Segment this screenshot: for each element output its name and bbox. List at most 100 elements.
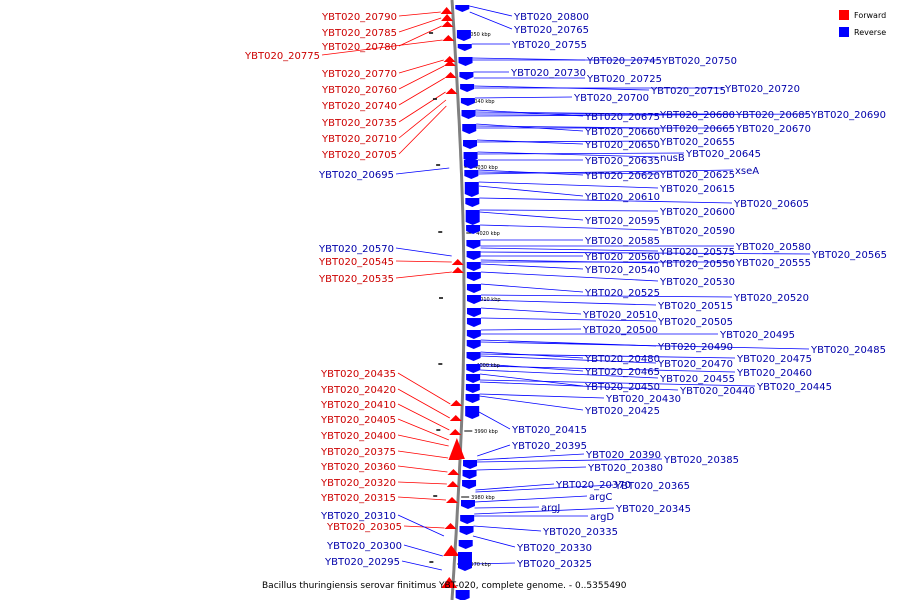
reverse-gene-label: YBT020_20555	[735, 258, 811, 269]
reverse-connector	[478, 185, 584, 197]
forward-gene-feature	[448, 454, 461, 460]
forward-gene-feature	[446, 497, 458, 503]
scale-tick-label: 4010 kbp	[477, 297, 501, 303]
reverse-gene-label: YBT020_20325	[516, 559, 592, 570]
reverse-connector	[480, 365, 736, 373]
reverse-connector	[474, 96, 573, 99]
reverse-gene-feature	[459, 526, 474, 535]
reverse-connector	[480, 224, 659, 231]
reverse-gene-label: argJ	[541, 503, 560, 514]
reverse-gene-label: YBT020_20580	[735, 242, 811, 253]
reverse-gene-label: YBT020_20445	[756, 382, 832, 393]
reverse-gene-label: argD	[590, 512, 614, 523]
reverse-gene-feature	[462, 124, 477, 134]
forward-gene-label: YBT020_20790	[321, 12, 397, 23]
reverse-connector	[476, 123, 584, 132]
reverse-connector	[473, 525, 542, 532]
forward-connector	[398, 91, 446, 123]
legend-forward-label: Forward	[854, 11, 886, 20]
reverse-gene-label: YBT020_20800	[513, 12, 589, 23]
reverse-gene-label: YBT020_20365	[614, 481, 690, 492]
reverse-gene-feature	[465, 384, 480, 393]
forward-gene-feature	[443, 60, 456, 66]
forward-connector	[397, 388, 450, 419]
forward-gene-feature	[451, 267, 464, 273]
forward-gene-label: YBT020_20785	[321, 28, 397, 39]
reverse-gene-label: YBT020_20520	[733, 293, 809, 304]
reverse-gene-label: YBT020_20595	[584, 216, 660, 227]
reverse-connector	[469, 5, 513, 17]
forward-gene-label: YBT020_20375	[320, 447, 396, 458]
forward-gene-label: YBT020_20420	[320, 385, 396, 396]
reverse-gene-label: xseA	[735, 166, 759, 177]
reverse-gene-feature	[462, 470, 477, 479]
reverse-connector	[401, 560, 442, 571]
reverse-gene-feature	[463, 140, 478, 149]
forward-connector	[397, 465, 448, 473]
reverse-connector	[478, 171, 659, 175]
scale-tick-label: 4020 kbp	[476, 231, 500, 237]
forward-gene-feature	[451, 259, 464, 265]
reverse-gene-label: YBT020_20765	[513, 25, 589, 36]
reverse-gene-feature	[466, 352, 481, 361]
gene-features	[440, 5, 481, 600]
forward-gene-label: YBT020_20535	[318, 274, 394, 285]
reverse-connector	[476, 458, 663, 463]
forward-gene-feature	[450, 400, 463, 406]
scale-tick-label: 3980 kbp	[471, 495, 495, 501]
reverse-gene-label: YBT020_20480	[584, 354, 660, 365]
legend: Forward Reverse	[839, 10, 886, 37]
reverse-gene-feature	[465, 406, 480, 419]
forward-gene-label: YBT020_20775	[244, 51, 320, 62]
reverse-gene-label: YBT020_20725	[586, 74, 662, 85]
reverse-gene-label: argC	[589, 492, 612, 503]
forward-connector	[398, 77, 445, 106]
forward-gene-label: YBT020_20400	[320, 431, 396, 442]
reverse-gene-label: YBT020_20570	[318, 244, 394, 255]
reverse-connector	[478, 411, 511, 430]
forward-gene-feature	[448, 438, 465, 459]
reverse-gene-label: YBT020_20500	[582, 325, 658, 336]
reverse-gene-feature	[458, 57, 473, 66]
reverse-gene-feature	[466, 318, 481, 327]
reverse-gene-label: YBT020_20415	[511, 425, 587, 436]
forward-gene-label: YBT020_20360	[320, 462, 396, 473]
reverse-gene-feature	[466, 330, 481, 339]
reverse-gene-label: YBT020_20475	[736, 354, 812, 365]
reverse-gene-label: YBT020_20425	[584, 406, 660, 417]
reverse-gene-label: YBT020_20745	[586, 56, 662, 67]
reverse-gene-feature	[460, 98, 475, 106]
reverse-gene-label: YBT020_20615	[659, 184, 735, 195]
forward-gene-feature	[441, 21, 454, 27]
reverse-connector	[479, 381, 679, 391]
forward-gene-feature	[445, 88, 458, 94]
reverse-gene-feature	[455, 590, 470, 600]
forward-gene-label: YBT020_20305	[326, 522, 402, 533]
forward-gene-feature	[440, 7, 453, 14]
forward-gene-label: YBT020_20770	[321, 69, 397, 80]
reverse-gene-label: YBT020_20380	[587, 463, 663, 474]
reverse-connector	[480, 373, 584, 387]
reverse-connector	[477, 151, 659, 158]
forward-connector	[398, 65, 445, 90]
reverse-connector	[480, 259, 659, 264]
forward-connector	[395, 271, 452, 279]
reverse-gene-feature	[466, 308, 481, 317]
reverse-gene-label: YBT020_20680	[659, 110, 735, 121]
reverse-gene-label: YBT020_20575	[659, 247, 735, 258]
reverse-connector	[395, 247, 452, 257]
scale-tick-label: 3970 kbp	[467, 562, 491, 568]
forward-connector	[397, 434, 449, 447]
legend-reverse-label: Reverse	[854, 28, 886, 37]
reverse-connector	[480, 283, 584, 293]
reverse-gene-feature	[466, 262, 481, 271]
reverse-connector	[478, 181, 659, 189]
label-connectors	[321, 5, 811, 571]
reverse-connector	[480, 317, 657, 322]
reverse-connector	[480, 353, 736, 359]
reverse-gene-label: YBT020_20730	[510, 68, 586, 79]
legend-reverse-swatch	[839, 27, 849, 37]
forward-connector	[398, 11, 441, 17]
forward-gene-label: YBT020_20780	[321, 42, 397, 53]
scale-tick-label: 4040 kbp	[471, 99, 495, 105]
